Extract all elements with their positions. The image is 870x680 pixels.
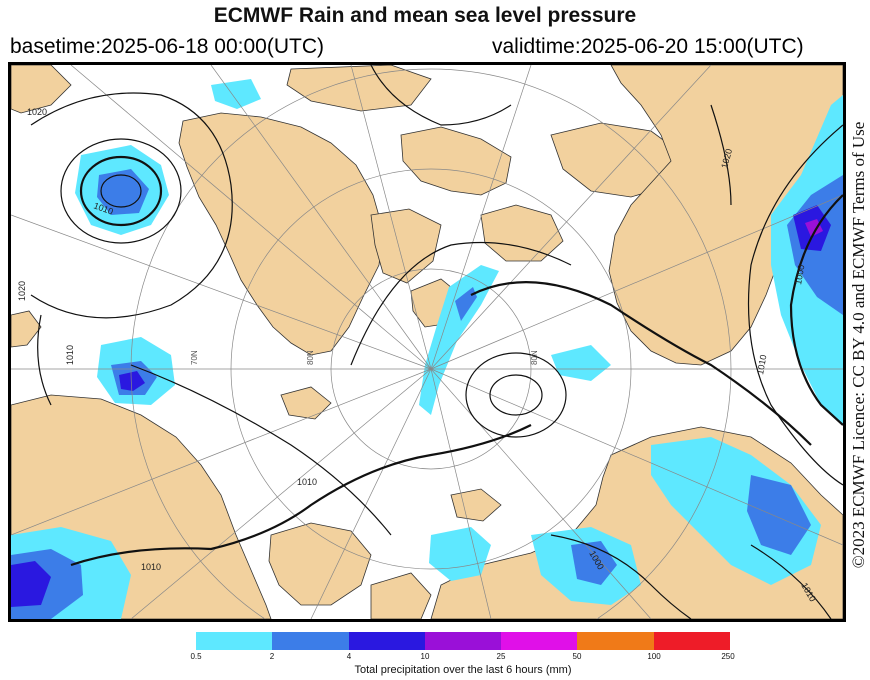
isobar-low-left-1 — [60, 138, 182, 244]
precip-bottom-center — [429, 527, 491, 581]
isobar-label: 1020 — [17, 281, 27, 301]
land-greenland — [178, 112, 384, 356]
isobar-right-2 — [789, 194, 843, 426]
meridian-w2 — [11, 214, 432, 370]
land-canadian-archipelago — [400, 126, 512, 196]
isobar-1010-east — [470, 281, 812, 446]
meridian-ne3 — [430, 194, 843, 370]
map-title: ECMWF Rain and mean sea level pressure — [213, 4, 637, 27]
precip-bottom-left-core — [11, 561, 51, 607]
colorbar-tick: 250 — [721, 652, 735, 661]
map-panel[interactable]: 1010 1020 1020 1010 1010 1000 1010 1010 … — [8, 62, 846, 622]
isobar-high-center-2 — [489, 374, 543, 416]
graticule-label: 80N — [530, 350, 539, 365]
colorbar-tick: 4 — [346, 652, 352, 661]
isobar-label: 1010 — [297, 477, 317, 487]
colorbar-tick: 25 — [496, 652, 506, 661]
land-novaya-zemlya — [268, 522, 372, 606]
isobar-1010-a — [130, 364, 392, 536]
isobar-low-left-3 — [100, 174, 142, 208]
colorbar-tick: 50 — [572, 652, 582, 661]
precip-central-band — [419, 265, 499, 415]
isobar-label: 1020 — [27, 107, 47, 117]
meridian-nw2 — [210, 65, 432, 370]
precipitation — [11, 79, 843, 619]
graticule-label: 80N — [306, 350, 315, 365]
land-island-b — [480, 204, 564, 262]
isobar-top — [370, 65, 512, 126]
licence-credit: ©2023 ECMWF Licence: CC BY 4.0 and ECMWF… — [848, 80, 870, 610]
colorbar-swatch — [501, 632, 578, 650]
isobars — [30, 65, 843, 619]
isobar-label: 1010 — [755, 354, 768, 375]
land-svalbard — [280, 386, 332, 420]
colorbar-swatch — [424, 632, 502, 650]
isobar-right-1 — [747, 124, 843, 486]
isobar-1020-right — [710, 104, 732, 206]
precip-top-patch — [211, 79, 261, 109]
isobar-left-edge — [37, 314, 52, 406]
isobar-high-center-1 — [465, 352, 567, 438]
basetime-label: basetime:2025-06-18 00:00(UTC) — [10, 35, 324, 58]
graticule-labels: 70N 80N 80N — [190, 350, 539, 365]
meridian-s — [430, 368, 492, 619]
precip-iceland-core — [119, 371, 145, 391]
isobar-left-outer — [30, 92, 233, 319]
isobar-label: 1000 — [793, 264, 806, 285]
isobar-central — [350, 241, 572, 366]
licence-text: ©2023 ECMWF Licence: CC BY 4.0 and ECMWF… — [849, 121, 868, 569]
precip-siberia-mid — [747, 475, 811, 555]
precip-colorbar — [196, 632, 730, 650]
meridian-nw1 — [70, 65, 432, 370]
colorbar-tick: 100 — [647, 652, 661, 661]
validtime-label: validtime:2025-06-20 15:00(UTC) — [492, 35, 804, 58]
colorbar-swatch — [577, 632, 654, 650]
graticule — [11, 65, 843, 619]
land-new-siberian-islands — [450, 488, 502, 522]
land-taymyr — [370, 572, 432, 619]
isobar-siberia — [550, 534, 692, 619]
meridian-se1 — [430, 368, 843, 546]
graticule-label: 70N — [190, 350, 199, 365]
colorbar-swatch — [653, 632, 730, 650]
precip-arctic-patch — [551, 345, 611, 381]
colorbar-swatch — [348, 632, 425, 650]
isobar-1010-bold — [70, 424, 532, 567]
isobar-low-left-2 — [79, 155, 163, 227]
land-north-coast — [286, 65, 432, 112]
meridian-n — [350, 65, 432, 370]
colorbar-tick: 2 — [269, 652, 275, 661]
colorbar-swatch — [272, 632, 349, 650]
colorbar-tick: 10 — [420, 652, 430, 661]
colorbar-swatch — [196, 632, 273, 650]
meridian-ne2 — [430, 65, 712, 370]
isobar-label: 1010 — [65, 345, 75, 365]
isobar-label: 1010 — [141, 562, 161, 572]
land-top-left — [11, 65, 72, 114]
meridian-se2 — [430, 368, 652, 619]
meridian-sw3 — [11, 368, 432, 536]
land-ellesmere — [370, 208, 442, 284]
map-canvas: 1010 1020 1020 1010 1010 1000 1010 1010 … — [11, 65, 843, 619]
meridian-sw1 — [310, 368, 432, 619]
land-iceland-edge — [11, 310, 42, 348]
colorbar-tick: 0.5 — [190, 652, 202, 661]
meridian-sw2 — [130, 368, 432, 619]
meridian-ne1 — [430, 65, 532, 370]
isobar-siberia-2 — [750, 544, 832, 619]
colorbar-caption: Total precipitation over the last 6 hour… — [354, 664, 572, 676]
